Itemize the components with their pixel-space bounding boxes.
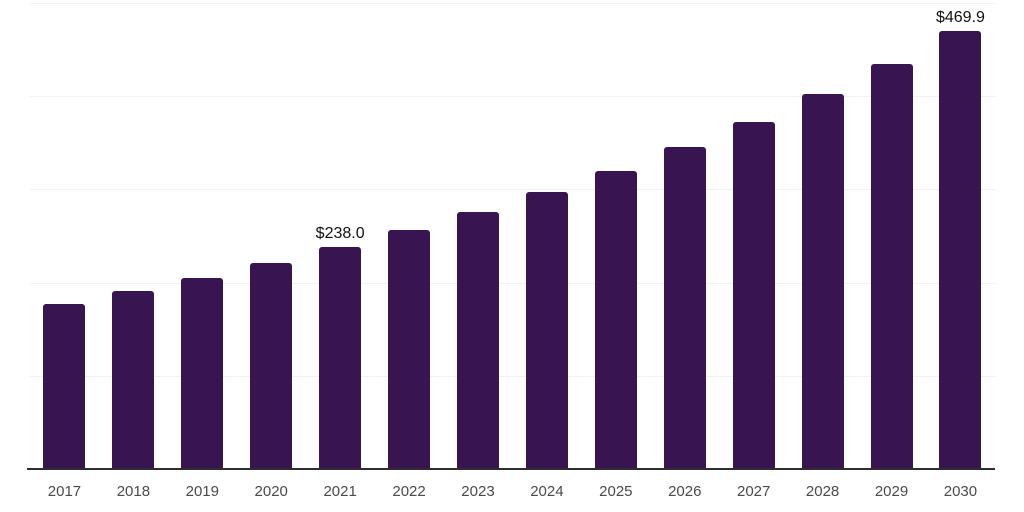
bar-2030: $469.9 bbox=[936, 10, 985, 469]
gridline-400 bbox=[30, 96, 995, 98]
bar-2027 bbox=[732, 121, 775, 469]
plot-area: $238.0 $469.9 bbox=[30, 3, 995, 469]
bars-row: $238.0 $469.9 bbox=[30, 3, 995, 469]
bar-2026 bbox=[663, 147, 706, 469]
bar-2028 bbox=[801, 94, 844, 469]
tick-2017: 2017 bbox=[47, 483, 82, 500]
bar-2017 bbox=[43, 303, 86, 469]
tick-2022: 2022 bbox=[392, 483, 426, 500]
tick-2030: 2030 bbox=[943, 483, 978, 500]
bar-slot-2024 bbox=[512, 3, 581, 469]
bar-2018 bbox=[112, 291, 155, 469]
bar-slot-2028 bbox=[788, 3, 857, 469]
tick-2025: 2025 bbox=[599, 483, 633, 500]
tick-2023: 2023 bbox=[461, 483, 495, 500]
bar-2022 bbox=[388, 230, 431, 469]
bar-slot-2023 bbox=[444, 3, 513, 469]
bar-slot-2029 bbox=[857, 3, 926, 469]
gridline-500 bbox=[30, 3, 995, 4]
tick-2029: 2029 bbox=[874, 483, 909, 500]
tick-2027: 2027 bbox=[736, 483, 771, 500]
bar-2029 bbox=[870, 64, 913, 469]
value-label-2030: $469.9 bbox=[935, 9, 985, 27]
tick-2019: 2019 bbox=[185, 483, 219, 500]
tick-2021: 2021 bbox=[323, 483, 357, 500]
bar-slot-2025 bbox=[581, 3, 650, 469]
value-label-2021: $238.0 bbox=[315, 225, 365, 243]
bar-2024 bbox=[525, 192, 568, 469]
bar-slot-2022 bbox=[375, 3, 444, 469]
bar-slot-2019 bbox=[168, 3, 237, 469]
tick-2018: 2018 bbox=[116, 483, 151, 500]
bar-2019 bbox=[181, 278, 224, 469]
bar-slot-2030: $469.9 bbox=[926, 3, 995, 469]
bar-2020 bbox=[250, 263, 293, 469]
bar-slot-2027 bbox=[719, 3, 788, 469]
tick-2028: 2028 bbox=[805, 483, 840, 500]
bar-slot-2021: $238.0 bbox=[306, 3, 375, 469]
gridline-100 bbox=[30, 375, 995, 377]
bar-2023 bbox=[456, 211, 499, 469]
gridline-300 bbox=[30, 189, 995, 191]
bar-slot-2020 bbox=[237, 3, 306, 469]
x-axis-tick-labels: 2017 2018 2019 2020 2021 2022 2023 2024 2025 2026… bbox=[30, 483, 995, 501]
bar-2021: $238.0 bbox=[316, 226, 365, 469]
tick-2024: 2024 bbox=[530, 483, 564, 500]
x-axis-line bbox=[27, 468, 995, 470]
bar-slot-2026 bbox=[650, 3, 719, 469]
gridline-200 bbox=[30, 282, 995, 284]
bar-2025 bbox=[594, 170, 637, 469]
bar-slot-2017 bbox=[30, 3, 99, 469]
tick-2020: 2020 bbox=[254, 483, 288, 500]
tick-2026: 2026 bbox=[668, 483, 702, 500]
bar-slot-2018 bbox=[99, 3, 168, 469]
